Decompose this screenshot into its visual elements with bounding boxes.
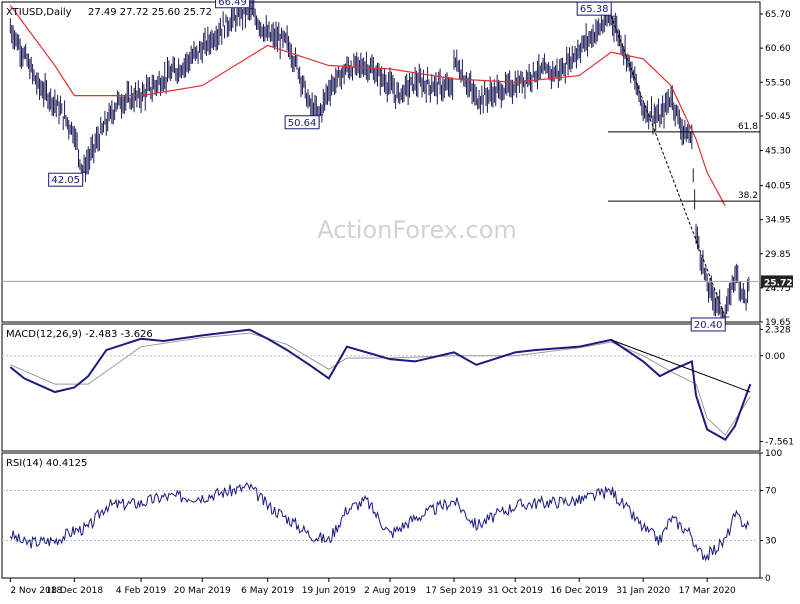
price-y-tick-label: 60.60 [765,44,791,54]
price-panel-frame [1,1,761,323]
x-tick-label: 20 Mar 2019 [174,586,231,596]
fibonacci-level-label: 61.8 [738,122,758,132]
x-tick-label: 2 Nov 2018 [10,586,62,596]
x-tick-label: 31 Oct 2019 [487,586,543,596]
price-y-tick-label: 19.65 [765,318,791,328]
price-annotation-label: 66.49 [218,0,247,8]
moving-average-line [9,4,726,207]
macd-y-tick-label: -7.561 [765,437,794,447]
price-panel-header-ohlc: 27.49 27.72 25.60 25.72 [88,7,212,18]
rsi-y-tick-label: 0 [765,574,771,584]
price-y-tick-label: 40.05 [765,182,791,192]
price-y-tick-label: 29.85 [765,250,791,260]
price-y-tick-label: 65.70 [765,10,791,20]
current-price-box [761,275,793,288]
x-tick-label: 6 May 2019 [241,586,294,596]
swing-dashed-line [610,16,726,318]
macd-line [9,328,752,441]
price-annotation-box [215,0,251,9]
price-annotation-box [48,172,84,187]
rsi-y-tick-label: 30 [765,537,777,547]
rsi-panel: 100 70 30 0 [2,449,782,584]
macd-panel: 2.328 0.00 -7.561 [2,325,794,447]
fibonacci-level-label: 38.2 [738,191,758,201]
macd-y-tick-label: 0.00 [765,352,785,362]
rsi-y-tick-label: 100 [765,449,782,459]
x-tick-label: 17 Sep 2019 [425,586,482,596]
price-y-tick-label: 45.30 [765,146,791,156]
price-y-tick-label: 50.45 [765,112,791,122]
price-annotation-label: 20.40 [694,320,723,331]
x-tick-label: 4 Feb 2019 [116,586,167,596]
price-annotation-label: 42.05 [51,175,80,186]
macd-panel-frame [1,323,761,452]
price-annotation-box [576,1,612,16]
price-annotation-label: 65.38 [580,4,609,15]
price-y-tick-label: 24.75 [765,284,791,294]
macd-panel-header: MACD(12,26,9) -2.483 -3.626 [6,329,153,340]
rsi-y-tick-label: 70 [765,487,777,497]
price-annotation-box [690,317,726,332]
rsi-line [9,482,750,562]
price-y-tick-label: 55.50 [765,78,791,88]
price-panel-header-symbol: XTIUSD,Daily [6,7,72,18]
price-panel: 65.70 60.60 55.50 50.45 45.30 40.05 34.95 29.85… [2,0,793,332]
price-y-tick-label: 34.95 [765,216,791,226]
price-annotation-box [284,115,320,130]
watermark: ActionForex.com [317,216,517,244]
x-tick-label: 31 Jan 2020 [616,586,670,596]
current-price-label: 25.72 [764,278,792,288]
x-tick-label: 2 Aug 2019 [364,586,416,596]
macd-signal-line [10,332,751,436]
rsi-panel-header: RSI(14) 40.4125 [6,458,87,469]
x-tick-label: 18 Dec 2018 [46,586,104,596]
x-tick-label: 19 Jun 2019 [302,586,356,596]
macd-y-tick-label: 2.328 [765,325,791,335]
rsi-panel-frame [1,452,761,579]
macd-trendline [611,339,751,393]
price-annotation-label: 50.64 [288,118,317,129]
x-tick-label: 17 Mar 2020 [679,586,736,596]
x-tick-label: 16 Dec 2019 [550,586,608,596]
